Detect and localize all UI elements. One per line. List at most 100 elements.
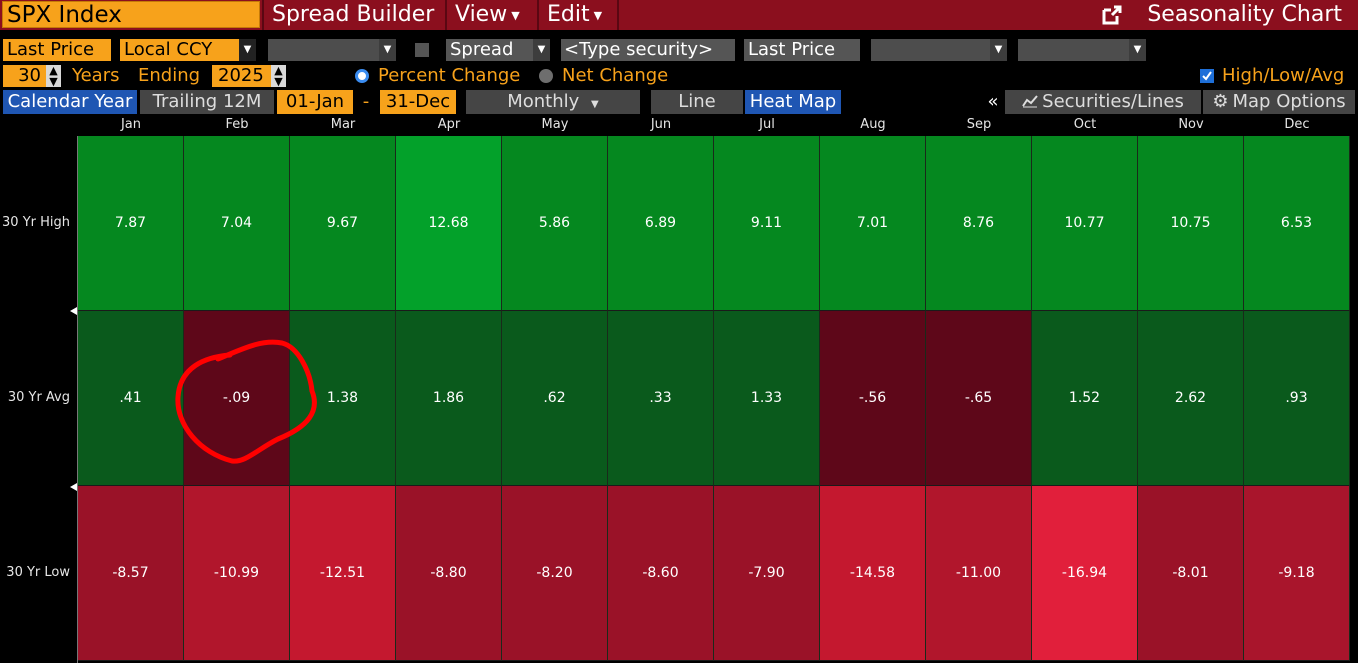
heatmap-cell[interactable]: 1.86 — [396, 311, 502, 486]
type-security-input[interactable]: <Type security> — [561, 39, 735, 61]
edit-menu[interactable]: Edit ▼ — [537, 0, 619, 30]
heatmap-cell[interactable]: -7.90 — [714, 486, 820, 661]
heatmap-cell[interactable]: 10.77 — [1032, 136, 1138, 311]
spread-builder-label: Spread Builder — [272, 2, 435, 27]
stepper-arrows-icon[interactable]: ▲ ▼ — [271, 65, 286, 87]
heatmap-cell[interactable]: .33 — [608, 311, 714, 486]
month-header-nov: Nov — [1178, 117, 1204, 132]
end-date-input[interactable]: 31-Dec — [380, 90, 456, 114]
heatmap-cell[interactable]: 7.04 — [184, 136, 290, 311]
field2-select-empty[interactable]: ▼ — [871, 39, 1007, 61]
chevron-down-icon: ▼ — [591, 99, 599, 110]
heatmap-cell[interactable]: -.65 — [926, 311, 1032, 486]
ending-year-stepper[interactable]: 2025 ▲ ▼ — [212, 65, 286, 87]
spread-select[interactable]: Spread ▼ — [446, 39, 550, 61]
heatmap-cell[interactable]: 7.01 — [820, 136, 926, 311]
currency-value: Local CCY — [124, 39, 213, 60]
high-low-avg-label: High/Low/Avg — [1222, 65, 1345, 86]
chart-title: Seasonality Chart — [1147, 2, 1342, 27]
heatmap-cell[interactable]: -8.80 — [396, 486, 502, 661]
heatmap-cell[interactable]: .93 — [1244, 311, 1350, 486]
chevron-down-icon[interactable]: ▼ — [990, 39, 1007, 61]
heatmap-cell[interactable]: -16.94 — [1032, 486, 1138, 661]
heatmap-cell[interactable]: 1.52 — [1032, 311, 1138, 486]
heatmap-cell[interactable]: -.09 — [184, 311, 290, 486]
percent-change-label: Percent Change — [378, 65, 521, 86]
chevron-down-icon[interactable]: ▼ — [379, 39, 396, 61]
heatmap-cell[interactable]: 12.68 — [396, 136, 502, 311]
field3-select-empty[interactable]: ▼ — [1018, 39, 1146, 61]
heatmap-cell[interactable]: 7.87 — [78, 136, 184, 311]
heatmap-cell[interactable]: 9.67 — [290, 136, 396, 311]
ending-year-value: 2025 — [218, 65, 264, 86]
heatmap-cell[interactable]: 6.53 — [1244, 136, 1350, 311]
tab-heat-map[interactable]: Heat Map — [745, 90, 841, 114]
high-low-avg-checkbox[interactable] — [1200, 69, 1214, 83]
start-date-input[interactable]: 01-Jan — [277, 90, 353, 114]
chevron-down-icon[interactable]: ▼ — [533, 39, 550, 61]
month-header-jan: Jan — [120, 117, 142, 132]
heatmap-cell[interactable]: 6.89 — [608, 136, 714, 311]
heatmap-cell[interactable]: .41 — [78, 311, 184, 486]
month-header-jul: Jul — [759, 117, 775, 132]
tab-calendar-year[interactable]: Calendar Year — [3, 90, 137, 114]
months-header: Jan Feb Mar Apr May Jun Jul Aug Sep Oct Nov Dec — [78, 116, 1350, 136]
field2-input[interactable]: Last Price — [744, 39, 860, 61]
heatmap-cell[interactable]: 9.11 — [714, 136, 820, 311]
edit-label: Edit — [547, 2, 590, 27]
heatmap-cell[interactable]: -.56 — [820, 311, 926, 486]
chevron-down-icon[interactable]: ▼ — [239, 39, 256, 61]
month-header-jun: Jun — [650, 117, 672, 132]
heatmap-cell[interactable]: 1.38 — [290, 311, 396, 486]
external-link-icon[interactable] — [1102, 5, 1122, 25]
years-value: 30 — [18, 65, 41, 86]
date-dash: - — [362, 91, 370, 112]
net-change-radio[interactable] — [539, 69, 553, 83]
percent-change-radio[interactable] — [355, 69, 369, 83]
spread-checkbox[interactable] — [415, 43, 429, 57]
month-header-sep: Sep — [966, 117, 992, 132]
month-header-mar: Mar — [330, 117, 356, 132]
heatmap-cell[interactable]: 5.86 — [502, 136, 608, 311]
tab-trailing-12m[interactable]: Trailing 12M — [140, 90, 274, 114]
month-header-feb: Feb — [225, 117, 249, 132]
map-options-button[interactable]: ⚙ Map Options — [1203, 90, 1355, 114]
row-label: 30 Yr High — [2, 214, 70, 230]
chart-line-icon — [1022, 95, 1038, 108]
heatmap-cell[interactable]: -11.00 — [926, 486, 1032, 661]
chevron-down-icon: ▼ — [511, 8, 520, 22]
view-menu[interactable]: View ▼ — [445, 0, 537, 30]
periodicity-select[interactable]: Monthly ▼ — [466, 90, 640, 114]
heatmap-cell[interactable]: 2.62 — [1138, 311, 1244, 486]
spread-builder-menu[interactable]: Spread Builder — [262, 0, 444, 30]
field-select-empty[interactable]: ▼ — [268, 39, 396, 61]
heatmap-cell[interactable]: -8.01 — [1138, 486, 1244, 661]
securities-lines-button[interactable]: Securities/Lines — [1005, 90, 1201, 114]
heatmap-cell[interactable]: -8.60 — [608, 486, 714, 661]
heatmap-cell[interactable]: 10.75 — [1138, 136, 1244, 311]
heatmap-cell[interactable]: -10.99 — [184, 486, 290, 661]
map-options-label: Map Options — [1232, 91, 1346, 112]
stepper-arrows-icon[interactable]: ▲ ▼ — [46, 65, 61, 87]
heatmap-cell[interactable]: -8.57 — [78, 486, 184, 661]
heatmap-cell[interactable]: 8.76 — [926, 136, 1032, 311]
chevron-down-icon[interactable]: ▼ — [1129, 39, 1146, 61]
heatmap-cell[interactable]: -8.20 — [502, 486, 608, 661]
field1-input[interactable]: Last Price — [3, 39, 111, 61]
heatmap-cell[interactable]: 1.33 — [714, 311, 820, 486]
years-label: Years — [72, 65, 120, 86]
tab-line[interactable]: Line — [651, 90, 743, 114]
security-input[interactable]: SPX Index — [2, 1, 260, 28]
currency-select[interactable]: Local CCY ▼ — [120, 39, 256, 61]
years-stepper[interactable]: 30 ▲ ▼ — [3, 65, 61, 87]
month-header-may: May — [541, 117, 569, 132]
month-header-aug: Aug — [860, 117, 886, 132]
row-label: 30 Yr Low — [6, 564, 70, 580]
heatmap-cell[interactable]: .62 — [502, 311, 608, 486]
heatmap-cell[interactable]: -14.58 — [820, 486, 926, 661]
collapse-icon[interactable]: « — [987, 91, 999, 112]
heatmap-cell[interactable]: -12.51 — [290, 486, 396, 661]
heatmap-cell[interactable]: -9.18 — [1244, 486, 1350, 661]
gear-icon: ⚙ — [1212, 91, 1229, 112]
spread-label: Spread — [450, 39, 514, 60]
